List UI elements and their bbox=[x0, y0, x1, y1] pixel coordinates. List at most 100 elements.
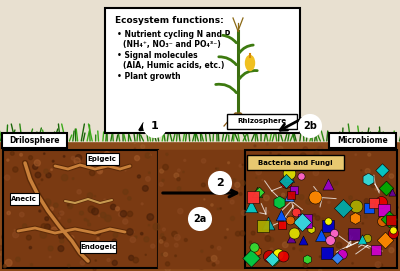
Circle shape bbox=[340, 212, 342, 214]
Circle shape bbox=[278, 146, 283, 151]
Circle shape bbox=[218, 248, 222, 251]
Point bbox=[318, 233, 324, 237]
Circle shape bbox=[307, 270, 308, 271]
Circle shape bbox=[112, 260, 117, 266]
Circle shape bbox=[319, 269, 322, 271]
Point bbox=[283, 179, 289, 184]
Circle shape bbox=[336, 242, 342, 248]
Circle shape bbox=[114, 156, 119, 162]
Circle shape bbox=[391, 255, 394, 258]
Circle shape bbox=[249, 237, 254, 242]
Circle shape bbox=[349, 215, 354, 219]
Circle shape bbox=[322, 250, 325, 253]
FancyBboxPatch shape bbox=[329, 133, 396, 148]
Circle shape bbox=[95, 260, 96, 261]
Circle shape bbox=[157, 204, 161, 208]
FancyBboxPatch shape bbox=[3, 150, 158, 268]
Circle shape bbox=[375, 262, 381, 267]
Circle shape bbox=[0, 246, 3, 250]
Circle shape bbox=[287, 261, 288, 262]
Point bbox=[386, 217, 392, 221]
Circle shape bbox=[263, 154, 265, 156]
Point bbox=[264, 221, 271, 226]
Circle shape bbox=[264, 230, 269, 234]
Circle shape bbox=[153, 223, 160, 230]
Circle shape bbox=[217, 208, 219, 210]
Point bbox=[300, 238, 307, 243]
Circle shape bbox=[70, 173, 74, 176]
Circle shape bbox=[171, 155, 176, 160]
Circle shape bbox=[206, 227, 209, 230]
Circle shape bbox=[101, 246, 106, 251]
Circle shape bbox=[165, 266, 170, 271]
Point bbox=[372, 248, 379, 253]
Circle shape bbox=[251, 245, 253, 246]
Circle shape bbox=[108, 207, 113, 212]
Text: 2: 2 bbox=[216, 178, 224, 188]
Circle shape bbox=[140, 173, 146, 179]
Text: Epigeic: Epigeic bbox=[88, 156, 117, 162]
Circle shape bbox=[363, 248, 368, 253]
Circle shape bbox=[58, 186, 63, 192]
FancyBboxPatch shape bbox=[86, 153, 118, 165]
Circle shape bbox=[220, 194, 221, 195]
Circle shape bbox=[72, 178, 74, 179]
Circle shape bbox=[236, 231, 240, 236]
Circle shape bbox=[47, 188, 49, 190]
Circle shape bbox=[345, 250, 350, 254]
Circle shape bbox=[80, 211, 84, 215]
Circle shape bbox=[57, 242, 62, 246]
Circle shape bbox=[49, 238, 54, 244]
Circle shape bbox=[303, 147, 308, 151]
Circle shape bbox=[7, 159, 9, 161]
Circle shape bbox=[250, 241, 252, 243]
Circle shape bbox=[233, 189, 239, 195]
Circle shape bbox=[289, 219, 292, 222]
Circle shape bbox=[112, 239, 117, 243]
Circle shape bbox=[324, 187, 327, 190]
Circle shape bbox=[161, 253, 164, 256]
Circle shape bbox=[288, 210, 294, 216]
Circle shape bbox=[282, 242, 288, 248]
Circle shape bbox=[144, 115, 166, 137]
Circle shape bbox=[116, 219, 119, 222]
Circle shape bbox=[212, 263, 215, 266]
Circle shape bbox=[281, 179, 285, 182]
Circle shape bbox=[163, 164, 168, 170]
Circle shape bbox=[382, 193, 385, 195]
Circle shape bbox=[192, 214, 196, 218]
Circle shape bbox=[88, 206, 95, 213]
Circle shape bbox=[107, 171, 111, 176]
Circle shape bbox=[144, 237, 149, 242]
Circle shape bbox=[117, 266, 120, 269]
Circle shape bbox=[254, 145, 256, 147]
Circle shape bbox=[306, 169, 308, 172]
Circle shape bbox=[319, 256, 321, 257]
Circle shape bbox=[107, 259, 110, 262]
Circle shape bbox=[362, 152, 365, 154]
Point bbox=[338, 251, 345, 256]
Circle shape bbox=[70, 205, 72, 207]
Circle shape bbox=[58, 246, 64, 251]
Circle shape bbox=[206, 257, 211, 262]
Circle shape bbox=[110, 205, 111, 207]
Circle shape bbox=[330, 254, 332, 256]
Circle shape bbox=[63, 156, 65, 157]
Circle shape bbox=[56, 265, 59, 268]
Circle shape bbox=[270, 191, 275, 196]
Circle shape bbox=[95, 175, 97, 176]
Circle shape bbox=[74, 158, 80, 164]
Circle shape bbox=[214, 217, 218, 221]
Circle shape bbox=[388, 232, 390, 234]
Circle shape bbox=[272, 173, 276, 178]
Circle shape bbox=[166, 153, 168, 155]
Circle shape bbox=[90, 170, 95, 176]
Circle shape bbox=[130, 237, 136, 243]
Circle shape bbox=[168, 221, 170, 224]
Circle shape bbox=[28, 167, 34, 173]
Circle shape bbox=[280, 212, 286, 218]
Circle shape bbox=[148, 172, 150, 173]
Circle shape bbox=[257, 202, 259, 203]
Circle shape bbox=[372, 157, 375, 160]
Circle shape bbox=[248, 215, 251, 217]
